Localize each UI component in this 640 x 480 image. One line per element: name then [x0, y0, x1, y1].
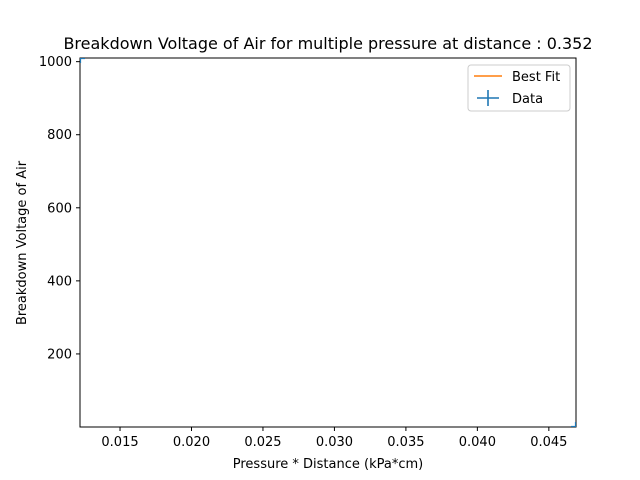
legend-data-swatch [477, 90, 499, 106]
x-tick-label: 0.045 [530, 435, 567, 450]
x-tick-label: 0.040 [459, 435, 496, 450]
y-axis-label: Breakdown Voltage of Air [15, 160, 30, 325]
y-tick-label: 200 [47, 347, 72, 362]
legend-best-fit-label: Best Fit [512, 70, 560, 85]
x-axis-label: Pressure * Distance (kPa*cm) [233, 457, 423, 472]
x-tick-label: 0.030 [316, 435, 353, 450]
y-tick-label: 400 [47, 274, 72, 289]
y-tick-label: 800 [47, 128, 72, 143]
y-tick-label: 600 [47, 201, 72, 216]
y-tick-label: 1000 [39, 55, 72, 70]
x-tick-label: 0.020 [173, 435, 210, 450]
plot-area [79, 57, 577, 428]
y-axis-ticks: 200 400 600 800 1000 [39, 55, 80, 362]
x-axis-ticks: 0.015 0.020 0.025 0.030 0.035 0.040 0.045 [101, 427, 567, 450]
axes-frame [79, 57, 577, 428]
legend: Best Fit Data [467, 64, 571, 112]
chart-title: Breakdown Voltage of Air for multiple pr… [63, 34, 592, 53]
legend-data-label: Data [512, 92, 543, 107]
x-tick-label: 0.035 [387, 435, 424, 450]
x-tick-label: 0.025 [244, 435, 281, 450]
x-tick-label: 0.015 [101, 435, 138, 450]
